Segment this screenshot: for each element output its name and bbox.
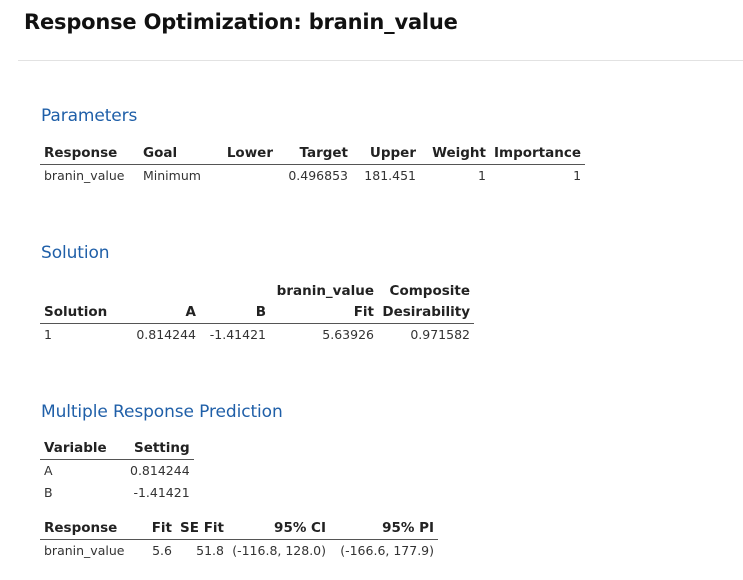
- prediction-header-row: Response Fit SE Fit 95% CI 95% PI: [40, 518, 438, 540]
- column-header-b: B: [200, 302, 270, 324]
- cell-solution: 1: [44, 327, 52, 342]
- page-title: Response Optimization: branin_value: [24, 10, 458, 34]
- column-header-setting: Setting: [126, 438, 194, 460]
- parameters-table: Response Goal Lower Target Upper Weight …: [40, 143, 586, 188]
- column-header-se-fit: SE Fit: [176, 518, 228, 540]
- column-header-top-solution: [40, 281, 122, 302]
- column-header-top-desirability: Composite: [389, 283, 470, 299]
- cell-lower: [209, 165, 277, 188]
- column-header-lower: Lower: [209, 143, 277, 165]
- column-header-top-b: [200, 281, 270, 302]
- cell-upper: 181.451: [364, 168, 416, 183]
- column-header-importance: Importance: [490, 143, 586, 165]
- cell-b: -1.41421: [209, 327, 266, 342]
- column-header-response: Response: [40, 143, 139, 165]
- column-header-a: A: [122, 302, 200, 324]
- column-header-goal: Goal: [139, 143, 209, 165]
- column-header-desirability: Desirability: [378, 302, 474, 324]
- title-divider: [18, 60, 743, 61]
- cell-goal: Minimum: [143, 168, 201, 183]
- cell-response: branin_value: [44, 168, 125, 183]
- parameters-header-row: Response Goal Lower Target Upper Weight …: [40, 143, 586, 165]
- cell-a: 0.814244: [136, 327, 196, 342]
- cell-weight: 1: [478, 168, 486, 183]
- column-header-target: Target: [277, 143, 352, 165]
- column-header-top-a: [122, 281, 200, 302]
- cell-se-fit: 51.8: [196, 543, 224, 558]
- cell-fit: 5.63926: [322, 327, 374, 342]
- column-header-ci: 95% CI: [228, 518, 330, 540]
- parameters-heading: Parameters: [41, 106, 138, 126]
- column-header-pi: 95% PI: [330, 518, 438, 540]
- table-row: B -1.41421: [40, 482, 194, 504]
- solution-header-row: Solution A B Fit Desirability: [40, 302, 474, 324]
- column-header-weight: Weight: [420, 143, 490, 165]
- column-header-solution: Solution: [40, 302, 122, 324]
- cell-pi: (-166.6, 177.9): [340, 543, 434, 558]
- column-header-upper: Upper: [352, 143, 420, 165]
- column-header-response: Response: [40, 518, 140, 540]
- table-row: branin_value Minimum 0.496853 181.451 1 …: [40, 165, 585, 188]
- column-header-top-fit: branin_value: [276, 283, 374, 299]
- settings-table: Variable Setting A 0.814244 B -1.41421: [40, 438, 194, 504]
- cell-ci: (-116.8, 128.0): [232, 543, 326, 558]
- solution-heading: Solution: [41, 243, 110, 263]
- cell-fit: 5.6: [152, 543, 172, 558]
- solution-header-row-top: branin_value Composite: [40, 281, 474, 302]
- cell-variable: B: [44, 485, 53, 500]
- cell-setting: -1.41421: [133, 485, 190, 500]
- cell-desirability: 0.971582: [410, 327, 470, 342]
- cell-importance: 1: [573, 168, 582, 183]
- column-header-fit: Fit: [270, 302, 378, 324]
- column-header-fit: Fit: [140, 518, 176, 540]
- settings-header-row: Variable Setting: [40, 438, 194, 460]
- cell-response: branin_value: [44, 543, 125, 558]
- table-row: 1 0.814244 -1.41421 5.63926 0.971582: [40, 324, 474, 347]
- column-header-variable: Variable: [40, 438, 126, 460]
- cell-variable: A: [44, 463, 53, 478]
- table-row: branin_value 5.6 51.8 (-116.8, 128.0) (-…: [40, 540, 438, 563]
- prediction-table: Response Fit SE Fit 95% CI 95% PI branin…: [40, 518, 438, 562]
- prediction-heading: Multiple Response Prediction: [41, 402, 283, 422]
- cell-target: 0.496853: [288, 168, 348, 183]
- solution-table: branin_value Composite Solution A B Fit …: [40, 281, 474, 346]
- cell-setting: 0.814244: [130, 463, 190, 478]
- table-row: A 0.814244: [40, 460, 194, 483]
